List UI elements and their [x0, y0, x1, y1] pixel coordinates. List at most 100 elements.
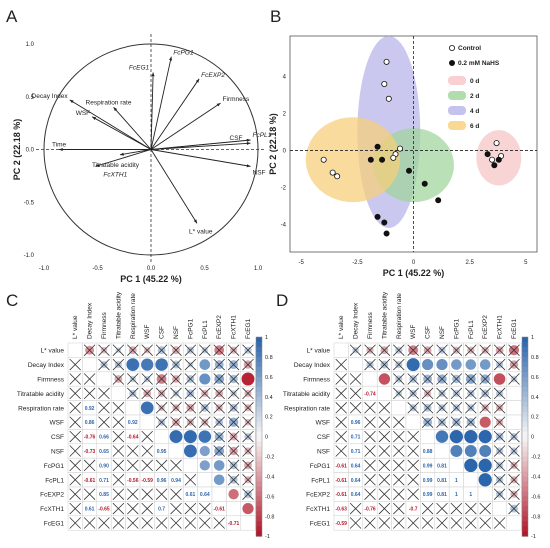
colorbar-segment [256, 451, 262, 458]
correlation-value: 0.65 [99, 449, 109, 455]
nonsignificant-cross [69, 445, 81, 457]
nonsignificant-cross [421, 502, 434, 515]
nonsignificant-cross [199, 344, 211, 356]
nonsignificant-cross [335, 416, 347, 428]
correlation-circle [183, 430, 197, 444]
row-label: Decay Index [294, 362, 331, 369]
x-tick-label: 0.5 [200, 266, 209, 272]
nonsignificant-cross [378, 517, 391, 529]
nonsignificant-cross [393, 430, 405, 443]
nonsignificant-cross [493, 445, 506, 457]
nonsignificant-cross [127, 344, 139, 356]
nonsignificant-cross [493, 344, 506, 356]
nonsignificant-cross [127, 445, 139, 457]
nonsignificant-cross [112, 488, 125, 500]
nonsignificant-cross [199, 517, 211, 529]
nonsignificant-cross [170, 402, 182, 414]
nonsignificant-cross [393, 387, 405, 400]
score-point [381, 81, 388, 88]
nonsignificant-cross [364, 488, 376, 500]
nonsignificant-cross [155, 459, 168, 472]
nonsignificant-cross [364, 517, 376, 529]
colorbar-segment [522, 466, 528, 472]
colorbar-segment [522, 431, 528, 438]
legend-swatch [448, 76, 466, 85]
loadings-biplot: -1.0 -0.5 0.0 0.5 1.0 1.0 0.5 0.0 -0.5 -1.0 PC 1 (… [12, 34, 272, 284]
nonsignificant-cross [335, 387, 347, 400]
nonsignificant-cross [213, 402, 225, 414]
matrix-cell [448, 457, 464, 473]
loading-arrowhead [193, 219, 198, 224]
correlation-value: -0.71 [228, 521, 240, 527]
loading-label: FcEXP2 [201, 72, 225, 79]
legend-swatch [448, 106, 466, 115]
nonsignificant-cross [450, 416, 463, 428]
correlation-circle [493, 373, 506, 385]
correlation-circle [406, 358, 420, 372]
colorbar-segment [256, 401, 262, 408]
colorbar-segment [522, 441, 528, 448]
score-point [435, 197, 442, 204]
colorbar-segment [522, 361, 528, 368]
row-label: WSF [50, 420, 64, 427]
nonsignificant-cross [69, 430, 81, 443]
nonsignificant-cross [465, 344, 477, 356]
nonsignificant-cross [227, 430, 240, 443]
nonsignificant-cross [436, 373, 448, 385]
nonsignificant-cross [465, 373, 477, 385]
correlation-value: -0.7 [409, 507, 418, 513]
matrix-cell [348, 357, 364, 373]
correlation-value: 0.64 [200, 492, 210, 498]
nonsignificant-cross [242, 488, 254, 500]
nonsignificant-cross [349, 402, 362, 414]
nonsignificant-cross [141, 430, 153, 443]
nonsignificant-cross [421, 387, 434, 400]
loading-arrowhead [95, 163, 100, 167]
score-point [374, 213, 381, 220]
colorbar-segment [256, 356, 262, 363]
correlation-value: 0.61 [85, 507, 95, 513]
column-label: FcEG1 [511, 318, 518, 339]
colorbar-segment [522, 446, 528, 453]
row-label: CSF [51, 434, 64, 441]
score-point [421, 180, 428, 187]
column-label: WSF [144, 325, 151, 339]
nonsignificant-cross [364, 344, 376, 356]
colorbar-tick-label: 0.4 [531, 395, 539, 401]
legend-label: 2 d [470, 93, 479, 100]
colorbar-segment [522, 386, 528, 393]
score-point [334, 173, 341, 180]
correlation-value: -0.64 [127, 435, 139, 441]
nonsignificant-cross [213, 416, 225, 428]
nonsignificant-cross [335, 373, 347, 385]
matrix-cell [240, 515, 256, 531]
matrix-cell [362, 371, 378, 387]
row-label: NSF [317, 449, 330, 456]
nonsignificant-cross [127, 502, 139, 515]
nonsignificant-cross [155, 373, 168, 385]
nonsignificant-cross [69, 459, 81, 472]
nonsignificant-cross [213, 445, 225, 457]
colorbar-tick-label: -0.6 [265, 494, 274, 500]
correlation-value: 0.66 [99, 435, 109, 441]
nonsignificant-cross [199, 402, 211, 414]
column-label: Respiration rate [130, 293, 137, 339]
colorbar-segment [256, 446, 262, 453]
nonsignificant-cross [493, 402, 506, 414]
nonsignificant-cross [349, 344, 362, 356]
correlation-matrix-d: L* value L* value Decay Index Decay Index Fi… [283, 291, 541, 540]
matrix-cell [333, 342, 349, 358]
nonsignificant-cross [421, 416, 434, 428]
loading-arrowhead [119, 152, 124, 156]
nonsignificant-cross [393, 445, 405, 457]
nonsignificant-cross [112, 358, 125, 371]
colorbar-segment [522, 406, 528, 413]
nonsignificant-cross [493, 416, 506, 428]
nonsignificant-cross [479, 502, 491, 515]
loading-label: FcXTH1 [103, 171, 127, 178]
nonsignificant-cross [170, 416, 182, 428]
row-label: Respiration rate [284, 405, 330, 412]
nonsignificant-cross [112, 445, 125, 457]
nonsignificant-cross [69, 416, 81, 428]
